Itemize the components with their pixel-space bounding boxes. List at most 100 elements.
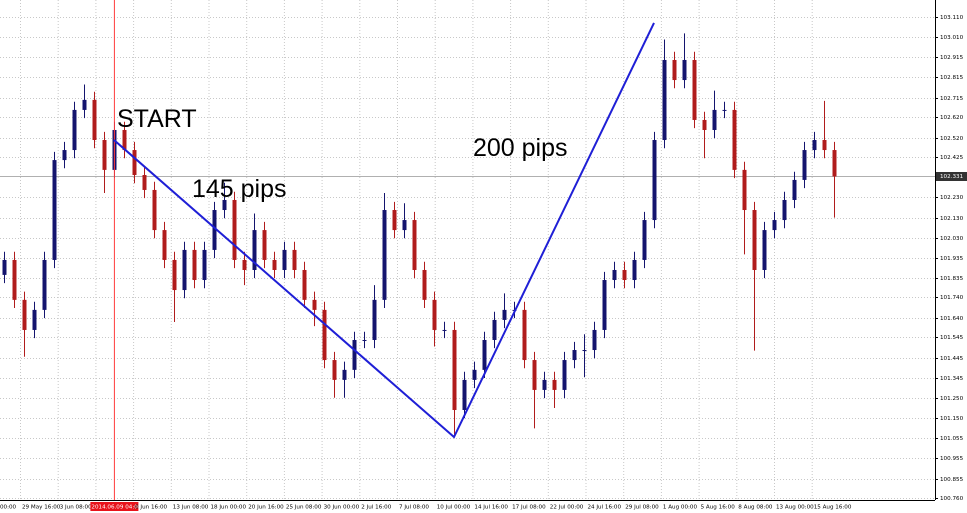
candle-body [372, 299, 377, 340]
candle-body [182, 249, 187, 291]
annotation: START [117, 105, 197, 133]
candle-body [92, 99, 97, 141]
candle-body [12, 259, 17, 300]
candle-body [472, 369, 477, 380]
x-tick-label: 1 Aug 00:00 [663, 505, 698, 511]
candle-body [692, 59, 697, 120]
candle-body [762, 230, 767, 270]
candle-body [732, 109, 737, 170]
y-tick-label: 102.130 [940, 216, 964, 222]
x-tick-label: 13 Aug 00:00 [776, 505, 814, 511]
candle-body [42, 259, 47, 310]
candle-body [402, 220, 407, 231]
candle-body [802, 150, 807, 180]
y-tick-label: 101.835 [940, 276, 964, 282]
candle-body [422, 269, 427, 300]
candle-body [782, 199, 787, 221]
candle-body [52, 160, 57, 260]
annotation: 200 pips [473, 134, 568, 162]
candle-body [662, 59, 667, 141]
y-tick-label: 102.620 [940, 115, 964, 121]
candle-body [32, 309, 37, 330]
candle-body [272, 259, 277, 270]
candle-body [552, 379, 557, 390]
candle-body [522, 309, 527, 361]
candle-body [312, 299, 317, 310]
candle-body [252, 230, 257, 270]
y-tick-label: 101.445 [940, 356, 964, 362]
y-tick-label: 102.715 [940, 96, 964, 102]
y-tick-label: 101.250 [940, 396, 964, 402]
y-tick-label: 102.230 [940, 195, 964, 201]
candle-body [122, 129, 127, 151]
candle-body [812, 140, 817, 151]
trend-line [113, 22, 655, 439]
x-tick-label: 8 Aug 08:00 [738, 505, 773, 511]
candle-body [652, 140, 657, 221]
annotation: 145 pips [192, 175, 287, 203]
candle-body [382, 210, 387, 300]
candle-body [432, 299, 437, 330]
candle-body [102, 140, 107, 170]
x-tick-label: 20 Jun 16:00 [248, 505, 284, 511]
candle-body [162, 230, 167, 260]
x-tick-label: 29 Jul 08:00 [625, 505, 659, 511]
y-tick-label: 102.815 [940, 75, 964, 81]
candle-body [792, 179, 797, 200]
candles [2, 33, 837, 435]
candle-body [822, 140, 827, 151]
candle-body [622, 269, 627, 281]
current-price-box [936, 172, 967, 181]
y-tick-label: 101.345 [940, 376, 964, 382]
candle-body [722, 109, 727, 111]
candle-body [332, 360, 337, 380]
candle-body [572, 350, 577, 361]
candle-body [742, 169, 747, 211]
y-tick-label: 101.150 [940, 416, 964, 422]
candle-body [192, 249, 197, 281]
candle-body [62, 150, 67, 161]
x-tick-label: 3 Jun 08:00 [60, 505, 92, 511]
x-tick-label: 00:00 [0, 505, 17, 511]
y-tick-label: 101.055 [940, 436, 964, 442]
candle-body [532, 360, 537, 390]
candle-body [562, 360, 567, 390]
x-tick-label: 29 May 16:00 [22, 505, 61, 511]
candle-body [202, 249, 207, 281]
candle-body [172, 259, 177, 291]
candle-body [442, 329, 447, 331]
candle-body [352, 339, 357, 370]
x-tick-label: 15 Aug 16:00 [814, 505, 852, 511]
candle-body [22, 299, 27, 330]
candle-body [602, 280, 607, 330]
candle-body [282, 249, 287, 270]
x-tick-label: 2 Jul 16:00 [361, 505, 391, 511]
candle-body [152, 189, 157, 231]
candle-body [752, 210, 757, 270]
y-tick-label: 102.520 [940, 136, 964, 142]
x-tick-label: 17 Jul 08:00 [512, 505, 546, 511]
x-tick-label: 14 Jul 16:00 [474, 505, 508, 511]
x-tick-label: 0 Jun 16:00 [135, 505, 167, 511]
y-tick-label: 100.760 [940, 496, 964, 502]
current-price-label: 102.331 [940, 174, 964, 180]
candle-body [832, 150, 837, 177]
x-tick-label: 24 Jul 16:00 [588, 505, 622, 511]
candle-body [502, 309, 507, 320]
candle-body [362, 339, 367, 341]
candle-body [592, 329, 597, 351]
y-tick-label: 101.545 [940, 335, 964, 341]
x-tick-label: 25 Jun 08:00 [286, 505, 322, 511]
candle-body [262, 230, 267, 260]
candle-body [222, 199, 227, 211]
candle-body [672, 59, 677, 81]
candle-body [632, 259, 637, 281]
x-tick-label: 2014.06.09 04:00 [91, 505, 141, 511]
x-tick-label: 10 Jul 00:00 [437, 505, 471, 511]
y-tick-label: 100.955 [940, 456, 964, 462]
candle-body [292, 249, 297, 270]
overlay: 102.331 [113, 0, 967, 500]
